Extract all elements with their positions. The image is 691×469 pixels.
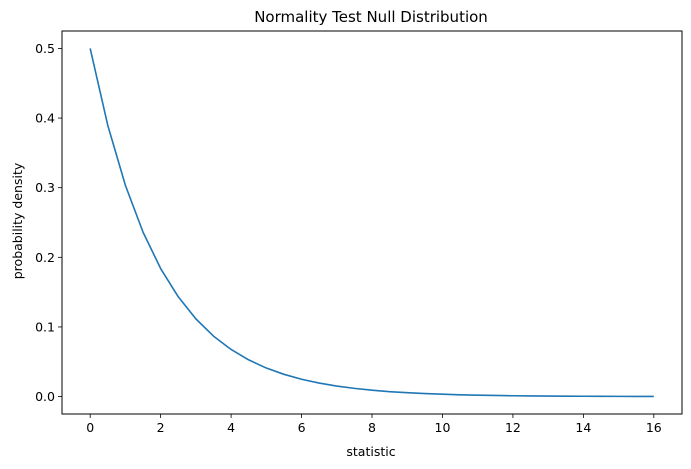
x-tick-label: 4 (227, 420, 235, 435)
y-tick-label: 0.1 (35, 319, 55, 334)
x-tick-label: 10 (435, 420, 451, 435)
x-tick-label: 2 (157, 420, 165, 435)
series-line-0 (89, 48, 654, 398)
y-tick-label: 0.5 (35, 41, 55, 56)
x-tick-label: 14 (575, 420, 591, 435)
x-tick-label: 12 (505, 420, 521, 435)
y-tick-label: 0.2 (35, 250, 55, 265)
x-tick-label: 0 (86, 420, 94, 435)
y-tick-label: 0.3 (35, 180, 55, 195)
x-tick-label: 6 (298, 420, 306, 435)
x-tick-label: 16 (646, 420, 662, 435)
x-tick-label: 8 (368, 420, 376, 435)
x-axis-label: statistic (346, 444, 395, 459)
y-axis-label: probability density (10, 162, 25, 279)
plot-area (89, 48, 654, 398)
y-axis-ticks: 0.0 0.1 0.2 0.3 0.4 0.5 (35, 41, 62, 404)
axes-frame (61, 30, 683, 415)
y-tick-label: 0.0 (35, 389, 55, 404)
x-axis-ticks: 0 2 4 6 8 10 12 14 16 (86, 414, 662, 435)
y-tick-label: 0.4 (35, 111, 55, 126)
chart-title: Normality Test Null Distribution (254, 8, 488, 26)
